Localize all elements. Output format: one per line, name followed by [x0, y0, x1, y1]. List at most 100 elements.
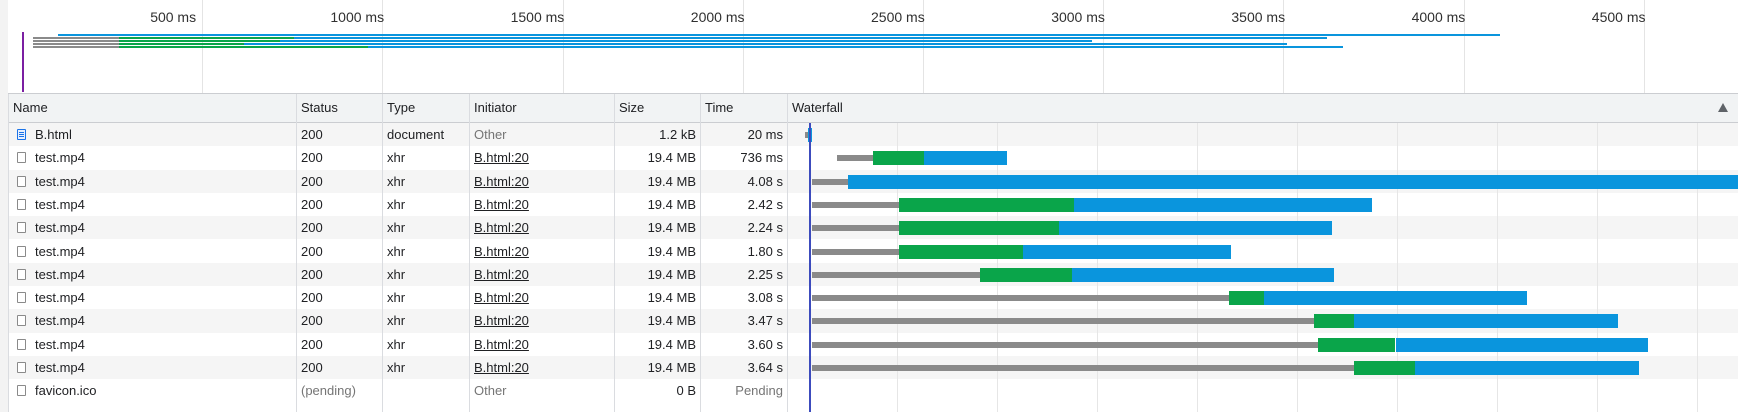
initiator-link[interactable]: B.html:20: [474, 220, 529, 236]
column-header-waterfall[interactable]: Waterfall: [792, 100, 843, 115]
waterfall-bar-waiting[interactable]: [811, 201, 899, 208]
request-initiator: B.html:20: [470, 356, 615, 379]
document-icon: [17, 129, 26, 140]
request-status: 200: [301, 266, 323, 282]
waterfall-bar-download[interactable]: [1353, 314, 1618, 329]
waterfall-bar-ttfb[interactable]: [898, 221, 1060, 236]
waterfall-bar-waiting[interactable]: [804, 132, 809, 138]
waterfall-bar-ttfb[interactable]: [873, 151, 924, 166]
request-type: xhr: [387, 313, 406, 329]
overview-request-bar: [367, 46, 1343, 48]
request-status: 200: [301, 150, 323, 166]
waterfall-bar-ttfb[interactable]: [1314, 314, 1354, 329]
timeline-tick-label: 1000 ms: [330, 9, 385, 25]
column-header-size[interactable]: Size: [619, 100, 645, 115]
request-time: 2.25 s: [747, 266, 783, 282]
table-row[interactable]: B.html 200 document Other 1.2 kB 20 ms: [9, 123, 1738, 147]
waterfall-bar-waiting[interactable]: [811, 271, 980, 278]
timeline-tick-label: 1500 ms: [510, 9, 565, 25]
table-row[interactable]: test.mp4 200 xhr B.html:20 19.4 MB 2.42 s: [9, 193, 1738, 216]
overview-load-marker: [22, 32, 24, 92]
request-status: 200: [301, 127, 323, 142]
waterfall-bar-waiting[interactable]: [811, 295, 1230, 302]
initiator-link[interactable]: B.html:20: [474, 266, 529, 282]
request-name: test.mp4: [35, 173, 85, 189]
overview-gridline: [1643, 0, 1645, 93]
waterfall-bar-ttfb[interactable]: [898, 244, 1024, 259]
initiator-link[interactable]: B.html:20: [474, 173, 529, 189]
table-row[interactable]: test.mp4 200 xhr B.html:20 19.4 MB 1.80 s: [9, 240, 1738, 263]
timeline-overview[interactable]: 500 ms 1000 ms 1500 ms 2000 ms 2500 ms 3000 m…: [8, 0, 1738, 94]
request-type: xhr: [387, 336, 406, 352]
waterfall-bar-download[interactable]: [1263, 291, 1528, 306]
request-time: 3.47 s: [747, 313, 783, 329]
request-time: 2.42 s: [747, 196, 783, 212]
request-time: 2.24 s: [747, 220, 783, 236]
waterfall-bar-ttfb[interactable]: [1229, 291, 1264, 306]
initiator-link[interactable]: B.html:20: [474, 336, 529, 352]
waterfall-bar-ttfb[interactable]: [898, 197, 1074, 212]
column-header-type[interactable]: Type: [387, 100, 416, 115]
overview-request-bar: [32, 40, 120, 42]
request-initiator: Other: [474, 383, 507, 399]
request-size: 19.4 MB: [647, 336, 696, 352]
waterfall-bar-download[interactable]: [1415, 361, 1640, 375]
file-icon: [17, 222, 26, 234]
waterfall-gridline: [997, 123, 998, 412]
initiator-link[interactable]: B.html:20: [474, 196, 529, 212]
table-row[interactable]: test.mp4 200 xhr B.html:20 19.4 MB 3.08 s: [9, 286, 1738, 309]
request-size: 19.4 MB: [647, 196, 696, 212]
waterfall-bar-waiting[interactable]: [811, 225, 899, 232]
file-icon: [17, 362, 26, 373]
waterfall-bar-download[interactable]: [1023, 244, 1232, 259]
initiator-link[interactable]: B.html:20: [474, 313, 529, 329]
waterfall-bar-download[interactable]: [923, 151, 1007, 166]
waterfall-bar-download[interactable]: [847, 174, 1738, 189]
waterfall-bar-ttfb[interactable]: [979, 267, 1073, 282]
request-name: test.mp4: [35, 336, 85, 352]
waterfall-bar-waiting[interactable]: [811, 248, 899, 255]
request-initiator: B.html:20: [470, 240, 615, 263]
waterfall-bar-download[interactable]: [1072, 267, 1335, 282]
sort-ascending-icon[interactable]: [1718, 103, 1728, 112]
waterfall-bar-ttfb[interactable]: [1317, 337, 1396, 352]
initiator-link[interactable]: B.html:20: [474, 360, 529, 375]
sidebar-edge: [0, 0, 9, 412]
column-header-initiator[interactable]: Initiator: [474, 100, 517, 115]
column-header-time[interactable]: Time: [705, 100, 734, 115]
request-status: 200: [301, 220, 323, 236]
request-size: 19.4 MB: [647, 360, 696, 375]
table-row[interactable]: favicon.ico (pending) Other 0 B Pending: [9, 379, 1738, 402]
waterfall-bar-download[interactable]: [1073, 197, 1372, 212]
request-time: 3.60 s: [747, 336, 783, 352]
initiator-link[interactable]: B.html:20: [474, 290, 529, 306]
waterfall-bar-ttfb[interactable]: [1353, 361, 1416, 375]
file-icon: [17, 245, 26, 257]
request-size: 19.4 MB: [647, 266, 696, 282]
initiator-link[interactable]: B.html:20: [474, 150, 529, 166]
request-initiator: B.html:20: [470, 170, 615, 193]
waterfall-bar-waiting[interactable]: [811, 341, 1318, 348]
request-type: xhr: [387, 196, 406, 212]
request-time: Pending: [735, 383, 783, 399]
request-type: [383, 379, 470, 402]
column-header-status[interactable]: Status: [301, 100, 338, 115]
waterfall-bar-waiting[interactable]: [811, 318, 1315, 325]
initiator-link[interactable]: B.html:20: [474, 243, 529, 259]
waterfall-bar-waiting[interactable]: [837, 155, 874, 162]
waterfall-bar-download[interactable]: [1059, 221, 1333, 236]
waterfall-area: [797, 123, 1738, 412]
waterfall-bar-waiting[interactable]: [811, 178, 848, 185]
waterfall-bar-download[interactable]: [1395, 337, 1649, 352]
waterfall-gridline: [1697, 123, 1698, 412]
table-row[interactable]: test.mp4 200 xhr B.html:20 19.4 MB 3.60 s: [9, 333, 1738, 356]
waterfall-gridline: [1197, 123, 1198, 412]
table-row[interactable]: test.mp4 200 xhr B.html:20 19.4 MB 736 ms: [9, 146, 1738, 169]
network-request-table: Name Status Type Initiator Size Time Wat…: [9, 94, 1738, 412]
request-type: xhr: [387, 150, 406, 166]
waterfall-bar-waiting[interactable]: [811, 365, 1354, 371]
request-size: 19.4 MB: [647, 243, 696, 259]
column-header-name[interactable]: Name: [13, 100, 48, 115]
timeline-tick-label: 2500 ms: [871, 9, 925, 25]
request-name: test.mp4: [35, 196, 85, 212]
